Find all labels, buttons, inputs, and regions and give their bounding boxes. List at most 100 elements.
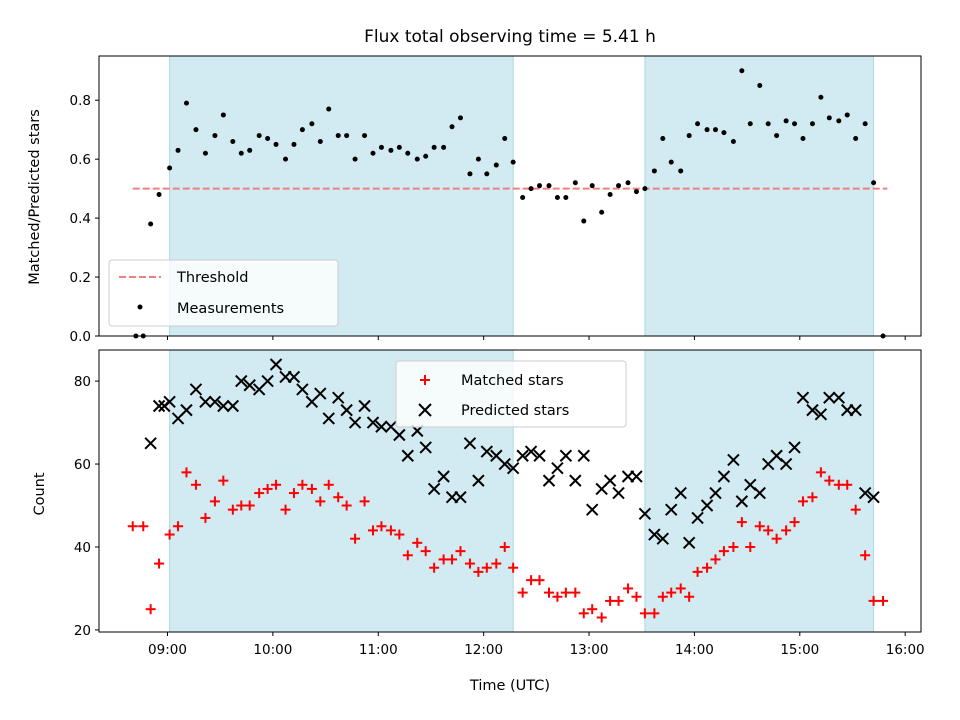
predicted-star-point [585,503,599,516]
measurement-point [818,94,824,100]
y-tick-label: 0.2 [70,270,91,286]
matched-star-point [227,504,238,515]
measurement-point [167,165,173,171]
predicted-star-point [858,486,872,500]
matched-star-point [154,558,165,569]
measurement-point [836,118,842,124]
matched-star-point [631,591,642,602]
predicted-star-point [269,358,283,371]
predicted-star-stroke [823,391,836,404]
predicted-star-point [542,474,556,487]
predicted-star-point [287,370,301,384]
predicted-star-stroke [480,445,494,458]
measurement-point [202,150,208,156]
predicted-star-point [348,416,362,429]
matched-star-point [181,467,192,478]
measurement-point [546,183,552,189]
ratio-panel: 0.00.20.40.60.8 Matched/Predicted stars … [27,55,922,345]
measurement-point [156,192,162,198]
predicted-star-point [322,412,335,425]
matched-star-point [534,575,545,586]
count-panel-x-ticks: 09:00 10:00 11:00 12:00 13:00 14:00 15:00 16:00 [148,632,925,658]
matched-star-point [420,546,431,557]
predicted-star-stroke [401,449,414,462]
matched-star-point [315,496,326,507]
measurement-point [335,133,341,139]
x-tick-label: 13:00 [570,642,609,658]
measurement-point [291,141,297,147]
matched-star-point [359,496,370,507]
measurement-point [423,153,429,159]
x-tick-label: 15:00 [780,642,819,658]
measurement-point [809,121,815,127]
y-tick-label: 40 [74,540,91,556]
measurement-point [362,133,368,139]
predicted-star-point [577,449,590,462]
matched-star-point [754,521,765,532]
predicted-star-point [788,441,801,454]
measurement-point [457,115,463,121]
matched-star-point [860,550,871,561]
measurement-point [713,127,718,133]
ratio-panel-frame [98,55,922,337]
measurement-point [493,162,499,168]
predicted-star-stroke [463,437,477,450]
matched-star-point [138,521,149,532]
predicted-star-point [682,536,696,550]
matched-star-point [288,488,299,499]
measurement-point [193,127,199,133]
predicted-star-stroke [744,478,757,491]
matched-star-point [333,492,344,503]
predicted-star-stroke [498,457,511,471]
ratio-panel-y-axis-label: Matched/Predicted stars [27,109,43,285]
predicted-star-point [630,470,643,483]
predicted-star-point [569,474,582,487]
predicted-star-stroke [735,495,749,508]
count-panel-legend: Matched stars Predicted stars [395,360,627,428]
matched-star-point [552,591,563,602]
matched-star-point [692,566,703,577]
measurement-point [378,144,384,150]
matched-star-point [209,496,220,507]
matched-star-point [570,587,581,598]
matched-star-point [878,595,889,606]
predicted-star-stroke [849,403,862,417]
predicted-star-stroke [682,536,696,550]
measurement-point [502,136,508,142]
matched-star-point [623,583,634,594]
predicted-star-stroke [375,420,388,433]
predicted-star-stroke [358,399,371,413]
matched-star-point [447,554,458,565]
predicted-star-point [849,403,862,417]
matched-star-point [297,479,308,490]
measurement-point [660,136,666,142]
predicted-star-stroke [243,379,256,392]
predicted-star-stroke [314,387,327,400]
matched-star-point [657,591,668,602]
predicted-star-stroke [393,428,406,442]
measurement-point [642,186,648,192]
measurement-point [765,121,771,127]
measurement-point [721,130,727,136]
matched-star-point [842,479,853,490]
matched-star-point [429,562,440,573]
predicted-star-point [779,457,793,471]
ratio-panel-shaded-spans [169,55,875,337]
measurement-point [175,147,181,153]
measurement-point [747,121,753,127]
predicted-star-stroke [226,399,240,413]
predicted-star-point [199,395,212,409]
predicted-star-stroke [144,437,157,450]
predicted-star-point [717,470,731,483]
y-tick-label: 80 [74,374,91,390]
legend-matched-label: Matched stars [461,373,564,389]
predicted-star-stroke [261,374,274,388]
measurement-point [581,218,587,224]
predicted-star-point [180,403,193,417]
measurement-point [230,138,236,144]
predicted-star-stroke [770,449,783,462]
matched-star-point [236,500,247,511]
predicted-star-point [648,528,661,541]
measurement-point [405,150,411,156]
